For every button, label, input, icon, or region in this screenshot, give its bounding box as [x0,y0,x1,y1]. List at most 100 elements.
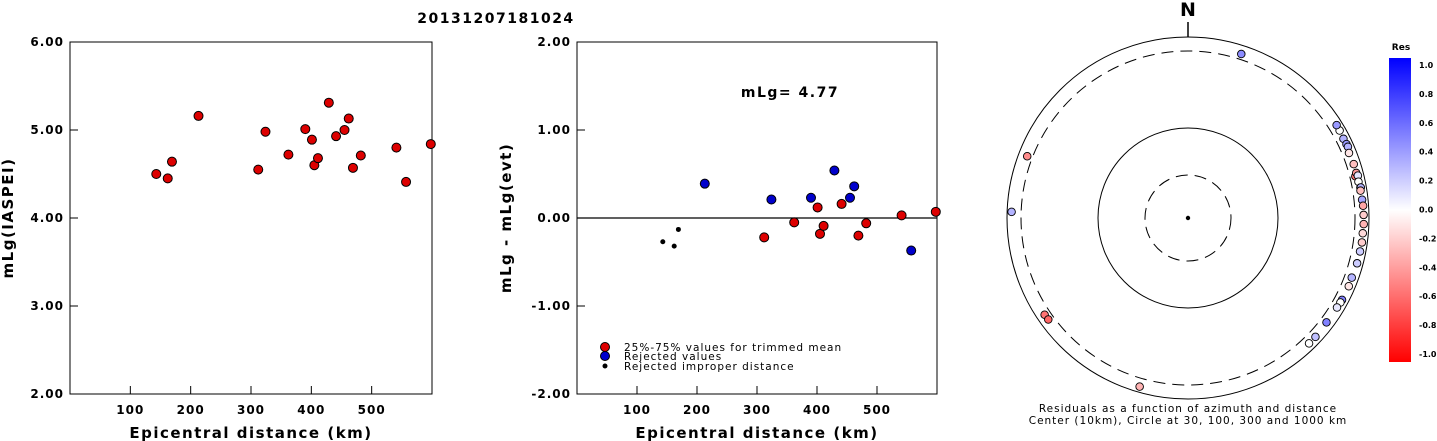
colorbar-title: Res [1392,43,1410,53]
polar-caption-line2: Center (10km), Circle at 30, 100, 300 an… [1029,415,1348,427]
data-point [836,198,847,209]
data-point-rejected [766,194,777,205]
y-tick-label: -1.00 [531,299,571,313]
colorbar-tick-label: -0.6 [1419,292,1437,301]
y-tick-label: 5.00 [30,123,64,137]
station-point [1332,120,1341,130]
station-point [1135,382,1144,391]
y-tick-label: 0.00 [537,211,571,225]
station-point [1349,159,1358,169]
x-tick-label: 200 [177,403,205,417]
legend-trimmed-marker [600,342,610,352]
data-point [300,124,311,135]
colorbar-tick-label: -1.0 [1419,350,1437,359]
magnitude-panel: 100 200 300 400 500 2.00 3.00 4.00 5.00 6.00 Epic… [0,35,436,441]
colorbar-tick-label: 0.8 [1419,90,1434,99]
center-dot [1185,215,1191,221]
data-point [343,113,354,124]
distance-rings [1006,36,1370,400]
station-point [1332,303,1342,312]
data-point-improper [660,239,666,245]
data-point-improper [671,243,677,249]
colorbar-tick-label: 1.0 [1419,61,1434,70]
azimuth-panel: N Residuals as a function of azimuth and… [1006,0,1370,427]
data-point [861,218,872,229]
point-group [660,165,941,256]
station-point [1357,238,1367,247]
colorbar-tick-label: 0.2 [1419,177,1433,186]
x-tick-label: 300 [743,403,771,417]
data-point [896,210,907,221]
y-tick-label: 6.00 [30,35,64,49]
data-point [339,125,350,135]
data-point [759,232,770,243]
station-point [1237,49,1246,59]
data-point [166,156,177,167]
x-tick-label: 300 [237,403,265,417]
y-tick-label: 2.00 [30,387,64,401]
distance-ring [1097,127,1279,309]
north-label: N [1180,0,1196,21]
data-point [789,217,800,228]
legend-improper-label: Rejected improper distance [624,361,795,373]
data-point [283,149,294,160]
data-point [930,206,941,217]
data-point [151,169,162,179]
tick-group: 100 200 300 400 500 -2.00 -1.00 0.00 1.00 2.00 [531,35,891,417]
point-group [151,97,436,187]
colorbar-tick-label: 0.0 [1419,206,1434,215]
x-tick-label: 200 [683,403,711,417]
data-point [306,134,317,145]
data-point [347,162,358,173]
station-point [1044,315,1053,324]
data-point [331,131,342,142]
x-tick-label: 100 [623,403,651,417]
legend: 25%-75% values for trimmed mean Rejected… [600,342,841,373]
distance-ring [1144,174,1232,262]
data-point-rejected [906,245,917,256]
station-point [1322,318,1331,327]
data-point [355,150,366,161]
x-tick-label: 400 [803,403,831,417]
station-point [1355,247,1365,256]
data-point [193,110,204,121]
x-tick-label: 500 [863,403,891,417]
distance-ring [1006,36,1370,400]
station-point [1347,273,1356,282]
x-axis-label: Epicentral distance (km) [129,424,372,441]
station-point [1304,339,1314,348]
y-axis-label: mLg(IASPEI) [0,158,17,279]
residual-colorbar: Res 1.0 0.8 0.6 0.4 0.2 0.0 -0.2 -0.4 -0.6 -0.8 -1… [1389,43,1437,362]
data-point [260,126,271,137]
data-point [425,139,436,150]
y-tick-label: 1.00 [537,123,571,137]
station-group [1007,49,1368,391]
colorbar-tick-label: 0.4 [1419,148,1434,157]
legend-rejected-label: Rejected values [624,351,722,363]
station-point [1007,207,1016,217]
station-point [1352,259,1362,268]
distance-ring [1020,50,1356,386]
legend-rejected-marker [600,351,610,361]
polar-caption-line1: Residuals as a function of azimuth and d… [1039,403,1337,415]
plot-frame [69,41,433,395]
x-tick-label: 400 [297,403,325,417]
event-magnitude-annotation: mLg= 4.77 [741,85,839,101]
colorbar-ticks: 1.0 0.8 0.6 0.4 0.2 0.0 -0.2 -0.4 -0.6 -0.8 -1.0 [1419,61,1437,359]
colorbar-tick-label: -0.2 [1419,234,1437,243]
x-axis-label: Epicentral distance (km) [635,424,878,441]
data-point [312,153,323,164]
y-tick-label: 2.00 [537,35,571,49]
data-point [401,176,412,187]
figure-title: 20131207181024 [417,11,574,27]
legend-improper-marker [602,363,608,369]
colorbar-tick-label: -0.8 [1419,321,1437,330]
data-point-rejected [829,165,840,176]
data-point-rejected [849,181,860,192]
data-point [812,202,823,213]
data-point [391,142,402,153]
data-point [818,220,829,231]
data-point [162,173,173,184]
y-tick-label: 3.00 [30,299,64,313]
